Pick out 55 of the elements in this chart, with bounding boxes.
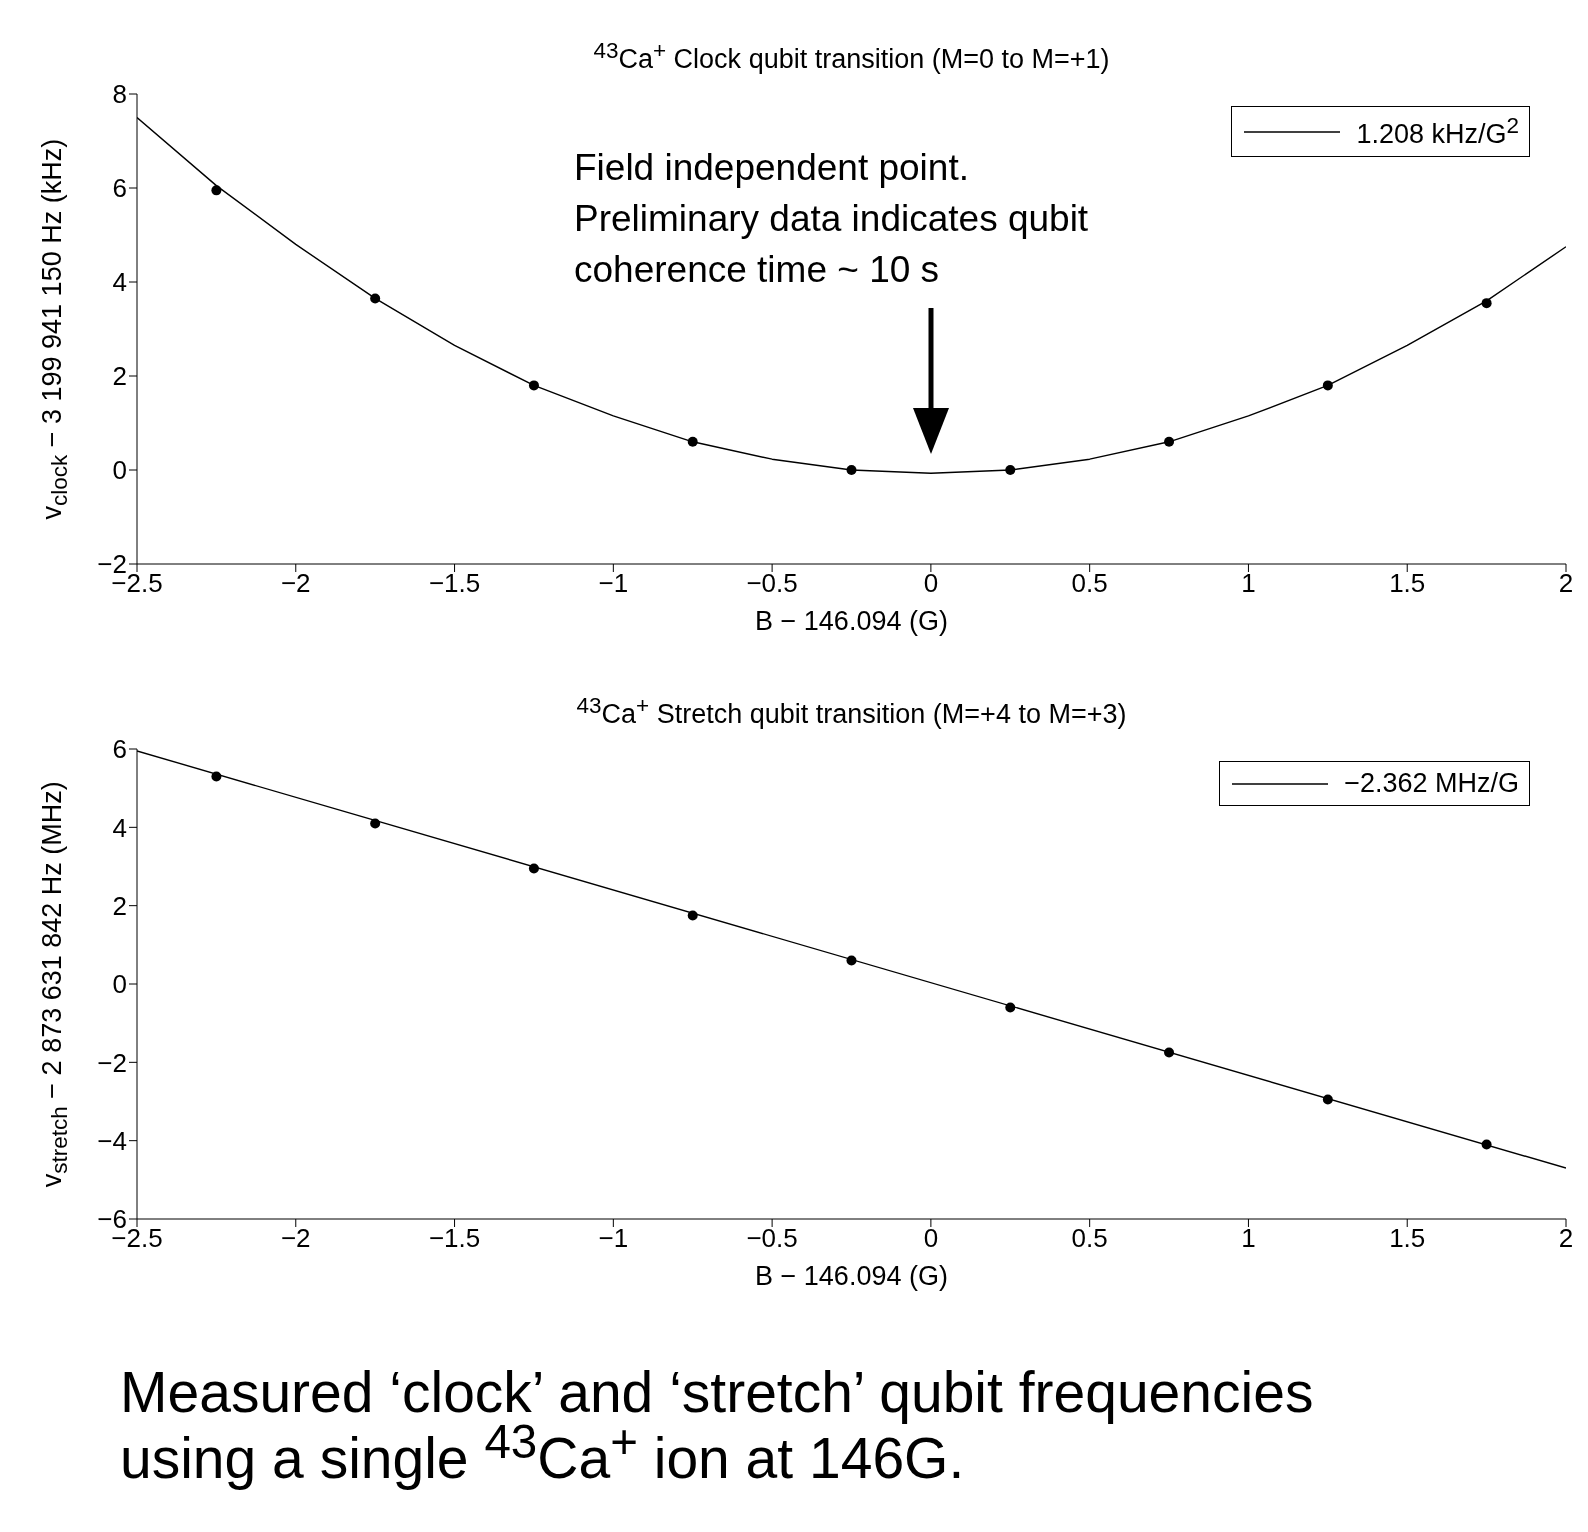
y-tick-label: 4 — [112, 812, 127, 843]
x-tick-label: −1.5 — [428, 568, 481, 599]
x-tick-label: 1 — [1241, 568, 1256, 599]
point — [846, 465, 857, 475]
chart-title: $^{43}$Ca$^{+}$ Clock qubit transition (M=0 to M=+1) — [592, 38, 1111, 75]
point — [846, 955, 857, 966]
point — [370, 818, 381, 829]
y-tick-label: 2 — [112, 361, 127, 392]
x-tick-label: 1.5 — [1389, 1223, 1426, 1254]
y-tick-label: 0 — [112, 455, 127, 486]
point — [211, 185, 222, 196]
x-tick-label: 1 — [1241, 1223, 1256, 1254]
point — [211, 771, 222, 782]
legend-label: 1.208 kHz/G$^{2}$ — [1356, 113, 1519, 150]
legend-label: −2.362 MHz/G — [1344, 768, 1519, 799]
x-tick-label: −1.5 — [428, 1223, 481, 1254]
y-tick-label: 6 — [112, 173, 127, 204]
point — [370, 293, 381, 304]
point — [1322, 380, 1333, 391]
x-tick-label: −2 — [280, 568, 311, 599]
x-tick-label: 2 — [1558, 1223, 1574, 1254]
point — [687, 436, 698, 447]
x-tick-label: −2 — [280, 1223, 311, 1254]
y-tick-label: 0 — [112, 969, 127, 1000]
y-tick-label: 4 — [112, 267, 127, 298]
x-tick-label: −0.5 — [746, 1223, 798, 1254]
point — [1481, 298, 1492, 309]
point — [1164, 1047, 1175, 1058]
x-tick-label: −1 — [598, 1223, 629, 1254]
y-tick-label: 6 — [112, 734, 127, 765]
point — [1005, 1002, 1016, 1013]
y-tick-label: −4 — [97, 1125, 127, 1156]
x-axis-title: B − 146.094 (G) — [754, 1261, 949, 1292]
point — [1164, 436, 1175, 447]
x-tick-label: 1.5 — [1389, 568, 1426, 599]
x-axis-title: B − 146.094 (G) — [754, 606, 949, 637]
point — [1322, 1094, 1333, 1105]
point — [528, 380, 539, 391]
point — [687, 910, 698, 921]
x-tick-label: 0 — [923, 568, 939, 599]
x-tick-label: 0.5 — [1071, 1223, 1108, 1254]
point — [528, 863, 539, 874]
x-tick-label: 0 — [923, 1223, 939, 1254]
x-tick-label: −1 — [598, 568, 629, 599]
x-tick-label: 0.5 — [1071, 568, 1108, 599]
y-tick-label: 8 — [112, 79, 127, 110]
text: Measured ‘clock’ and ‘stretch’ qubit frequencies using a single $^{43}$Ca$^{+}$ ion at 146G. — [120, 1360, 1315, 1491]
y-tick-label: 2 — [112, 890, 127, 921]
point — [1481, 1139, 1492, 1150]
y-tick-label: −2 — [97, 1047, 127, 1078]
x-tick-label: −0.5 — [746, 568, 798, 599]
chart-title: $^{43}$Ca$^{+}$ Stretch qubit transition (M=+4 to M=+3) — [575, 693, 1128, 730]
annotation: Field independent point. Preliminary data indicates qubit coherence time ~ 10 s — [574, 146, 1090, 292]
point — [1005, 465, 1016, 475]
x-tick-label: 2 — [1558, 568, 1574, 599]
